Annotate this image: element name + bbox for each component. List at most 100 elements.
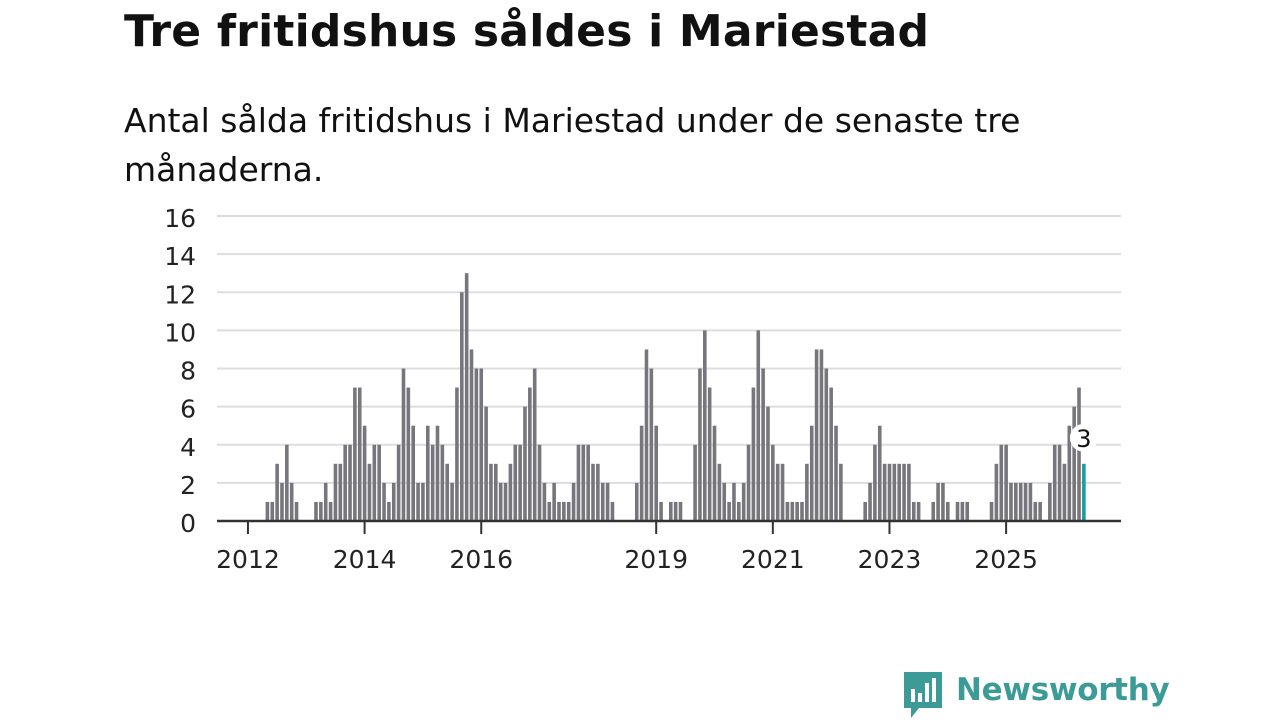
y-tick-label: 6: [180, 395, 196, 424]
bar: [1038, 501, 1042, 521]
bar: [581, 444, 586, 521]
bar: [809, 425, 814, 521]
bar: [377, 444, 381, 521]
bar: [1014, 482, 1018, 522]
bar: [732, 482, 736, 522]
bar: [396, 444, 401, 521]
bar: [518, 444, 522, 521]
x-tick-label: 2021: [741, 545, 805, 574]
bar: [367, 463, 372, 521]
bar: [421, 482, 425, 522]
bar: [1033, 501, 1038, 521]
bar: [416, 482, 420, 522]
y-tick-label: 16: [164, 204, 196, 233]
bar: [513, 444, 518, 521]
bar: [450, 482, 454, 522]
newsworthy-logo-icon: [904, 672, 942, 718]
bar: [668, 501, 673, 521]
bar: [882, 463, 887, 521]
bar: [1052, 444, 1057, 521]
bar: [382, 482, 386, 522]
bar: [1004, 444, 1008, 521]
bar: [824, 368, 829, 521]
bar: [362, 425, 367, 521]
bar: [596, 463, 600, 521]
bar: [319, 501, 323, 521]
bar: [1077, 387, 1081, 521]
bar: [285, 444, 289, 521]
bar: [766, 406, 770, 522]
bar: [775, 463, 780, 521]
chart-title: Tre fritidshus såldes i Mariestad: [124, 6, 930, 57]
y-tick-label: 2: [180, 471, 196, 500]
bar: [494, 463, 498, 521]
bar: [756, 330, 761, 522]
bar: [323, 482, 328, 522]
bar: [528, 387, 532, 521]
bar: [712, 425, 717, 521]
bar: [790, 501, 795, 521]
bar: [591, 463, 595, 521]
y-axis-tick-labels: 0 2 4 6 8 10 12 14 16: [164, 204, 196, 538]
bar: [955, 501, 960, 521]
bar: [960, 501, 965, 521]
bar: [785, 501, 790, 521]
x-tick-label: 2016: [449, 545, 513, 574]
bar: [557, 501, 561, 521]
bar: [294, 501, 299, 521]
bar: [946, 501, 950, 521]
bar: [707, 387, 712, 521]
bar: [401, 368, 406, 521]
bar: [348, 444, 352, 521]
x-tick-label: 2025: [974, 545, 1038, 574]
bar: [673, 501, 678, 521]
bar: [814, 349, 819, 521]
bar: [741, 482, 746, 522]
bar: [989, 501, 994, 521]
bar: [877, 425, 882, 521]
bar: [547, 501, 552, 521]
bar: [639, 425, 644, 521]
bar: [576, 444, 581, 521]
bar: [460, 292, 464, 521]
bar: [659, 501, 663, 521]
bar: [994, 463, 999, 521]
bar: [1062, 463, 1067, 521]
bar: [270, 501, 275, 521]
bar: [887, 463, 892, 521]
bar: [435, 425, 440, 521]
bar: [1067, 425, 1072, 521]
bar: [387, 501, 391, 521]
bar: [600, 482, 605, 522]
bar: [780, 463, 785, 521]
bar: [571, 482, 576, 522]
bar: [532, 368, 537, 521]
bar: [1048, 482, 1052, 522]
bar: [343, 444, 347, 521]
y-tick-label: 4: [180, 433, 196, 462]
bar: [863, 501, 867, 521]
bar: [542, 482, 547, 522]
bar: [1072, 406, 1076, 522]
bar: [391, 482, 396, 522]
bar: [523, 406, 527, 522]
bar: [508, 463, 513, 521]
last-value-label: 3: [1076, 425, 1091, 453]
callout-bubble: [1069, 423, 1098, 452]
x-axis-ticks: 2012 2014 2016 2019 2021 2023 2025: [216, 521, 1038, 574]
bar: [610, 501, 615, 521]
bar: [605, 482, 610, 522]
bar: [430, 444, 435, 521]
bar: [406, 387, 411, 521]
bar: [489, 463, 493, 521]
bar: [834, 425, 838, 521]
bar: [678, 501, 683, 521]
last-value-callout: 3: [1069, 423, 1098, 453]
bar: [338, 463, 343, 521]
bar: [1057, 444, 1062, 521]
bar: [552, 482, 556, 522]
bar: [357, 387, 362, 521]
y-tick-label: 8: [180, 357, 196, 386]
bar: [829, 387, 833, 521]
bar: [479, 368, 484, 521]
